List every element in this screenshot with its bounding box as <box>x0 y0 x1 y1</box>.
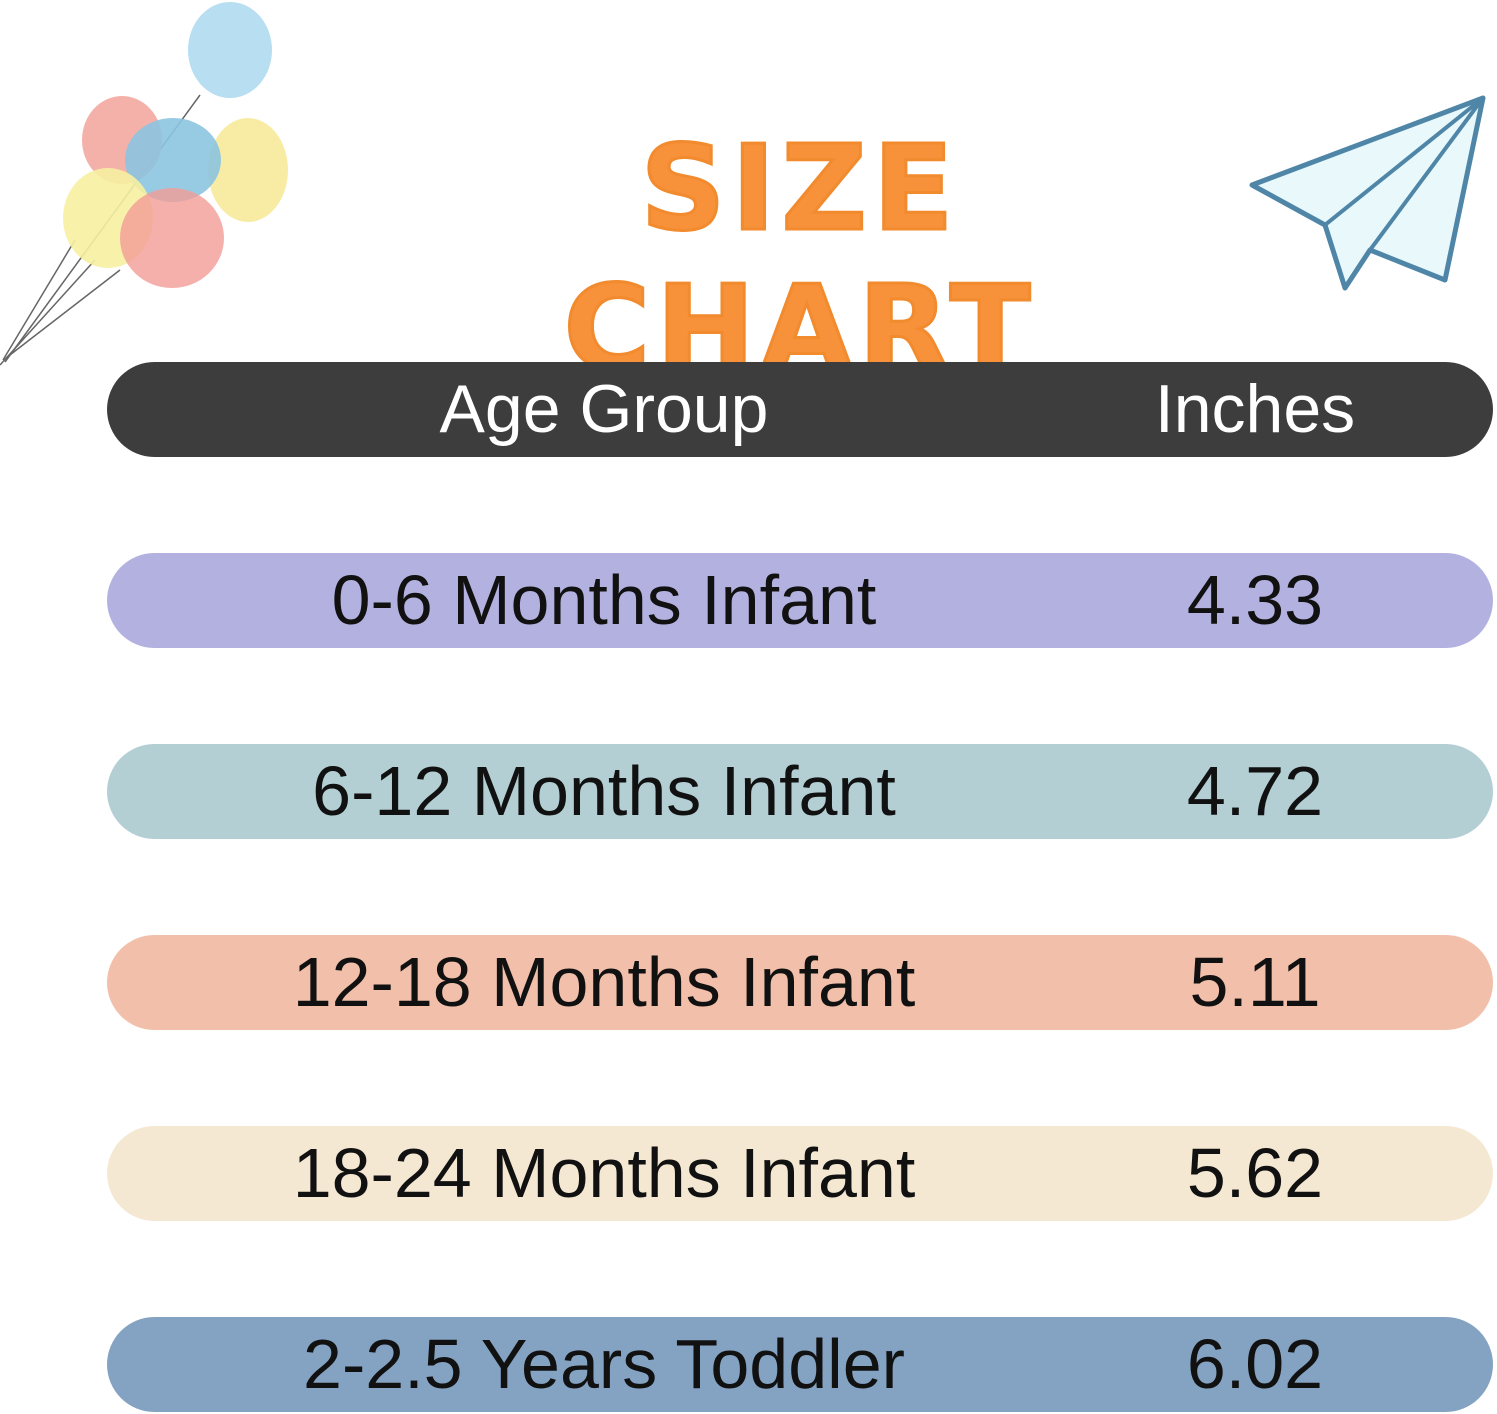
balloons-icon <box>0 2 288 366</box>
row-age: 18-24 Months Infant <box>292 1134 916 1212</box>
row-inches: 5.62 <box>1186 1134 1324 1212</box>
row-age: 12-18 Months Infant <box>292 943 916 1021</box>
table-header: Age Group Inches <box>107 362 1493 457</box>
header-age-group: Age Group <box>439 371 769 447</box>
row-inches: 6.02 <box>1186 1325 1324 1403</box>
row-age: 6-12 Months Infant <box>312 752 896 830</box>
table-row: 6-12 Months Infant 4.72 <box>107 744 1493 839</box>
row-inches: 5.11 <box>1189 943 1321 1021</box>
row-inches: 4.33 <box>1186 561 1324 639</box>
table-row: 0-6 Months Infant 4.33 <box>107 553 1493 648</box>
header-inches: Inches <box>1154 371 1356 447</box>
page-title: SIZE CHART <box>562 118 1037 399</box>
paper-plane-icon <box>1249 95 1486 291</box>
table-row: 12-18 Months Infant 5.11 <box>107 935 1493 1030</box>
row-inches: 4.72 <box>1186 752 1324 830</box>
row-age: 0-6 Months Infant <box>331 561 877 639</box>
row-age: 2-2.5 Years Toddler <box>303 1325 905 1403</box>
table-row: 2-2.5 Years Toddler 6.02 <box>107 1317 1493 1412</box>
table-row: 18-24 Months Infant 5.62 <box>107 1126 1493 1221</box>
